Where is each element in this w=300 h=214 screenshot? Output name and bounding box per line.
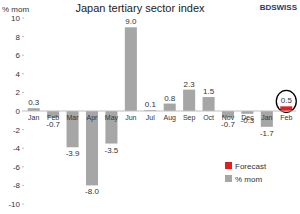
legend-label: % mom xyxy=(235,175,262,184)
labels: 0.50.3-0.7-3.9-8.0-3.59.00.10.82.31.5-0.… xyxy=(28,17,292,196)
logo: BDSWISS xyxy=(260,3,298,12)
x-tick-label: Jan xyxy=(28,114,39,121)
bar xyxy=(183,90,195,111)
x-tick-label: Apr xyxy=(87,114,99,122)
y-tick xyxy=(22,92,24,93)
x-tick-label: Sep xyxy=(183,114,196,122)
data-label: 9.0 xyxy=(125,17,137,26)
data-label: 0.1 xyxy=(145,100,157,109)
y-tick-label: -10 xyxy=(8,200,20,209)
y-tick xyxy=(22,55,24,56)
y-tick-label: 0 xyxy=(16,107,21,116)
bar xyxy=(280,106,292,111)
y-tick xyxy=(22,73,24,74)
x-tick-label: Feb xyxy=(47,114,59,121)
x-tick-label: Feb xyxy=(280,114,292,121)
data-label: 2.3 xyxy=(184,80,196,89)
x-tick-label: Nov xyxy=(222,114,235,121)
y-tick-label: 6 xyxy=(16,51,21,60)
x-tick-label: Mar xyxy=(67,114,80,121)
y-tick-label: -8 xyxy=(13,181,21,190)
data-label: 1.5 xyxy=(203,87,215,96)
zero-line xyxy=(24,111,296,112)
bar xyxy=(67,111,79,147)
data-label: -3.5 xyxy=(105,146,119,155)
y-tick xyxy=(22,185,24,186)
y-tick xyxy=(22,166,24,167)
y-tick-label: 10 xyxy=(11,14,20,23)
data-label: -8.0 xyxy=(85,187,99,196)
data-label: 0.8 xyxy=(164,94,176,103)
data-label: -3.9 xyxy=(66,149,80,158)
y-tick xyxy=(22,129,24,130)
y-tick-label: 2 xyxy=(16,88,21,97)
x-tick-label: Jan xyxy=(261,114,272,121)
legend-swatch xyxy=(225,162,232,169)
title: Japan tertiary sector index xyxy=(75,2,205,14)
bar xyxy=(125,27,137,111)
chart: Japan tertiary sector index % mom BDSWISS -… xyxy=(0,0,300,214)
y-axis-label: % mom xyxy=(2,5,29,14)
bar xyxy=(261,111,273,127)
x-tick-label: Jun xyxy=(125,114,136,121)
data-label: 0.5 xyxy=(281,96,293,105)
y-tick-label: -4 xyxy=(13,144,21,153)
legend-swatch xyxy=(225,175,232,182)
bar xyxy=(203,97,215,111)
y-tick-label: -2 xyxy=(13,126,21,135)
bar xyxy=(86,111,98,185)
y-tick xyxy=(22,204,24,205)
y-tick xyxy=(22,36,24,37)
y-tick-label: -6 xyxy=(13,163,21,172)
x-tick-label: Oct xyxy=(203,114,214,121)
y-tick xyxy=(22,111,24,112)
y-tick xyxy=(22,148,24,149)
y-tick-label: 8 xyxy=(16,33,21,42)
x-tick-label: Aug xyxy=(163,114,176,122)
x-tick-label: May xyxy=(105,114,119,122)
y-tick xyxy=(22,18,24,19)
bars xyxy=(28,27,293,185)
data-label: 0.3 xyxy=(28,98,40,107)
x-tick-label: Jul xyxy=(146,114,155,121)
data-label: -1.7 xyxy=(260,129,274,138)
highlight-circle xyxy=(276,90,296,112)
x-tick-label: Dec xyxy=(241,114,254,121)
legend-label: Forecast xyxy=(235,162,267,171)
bar xyxy=(164,104,176,111)
y-tick-label: 4 xyxy=(16,70,21,79)
